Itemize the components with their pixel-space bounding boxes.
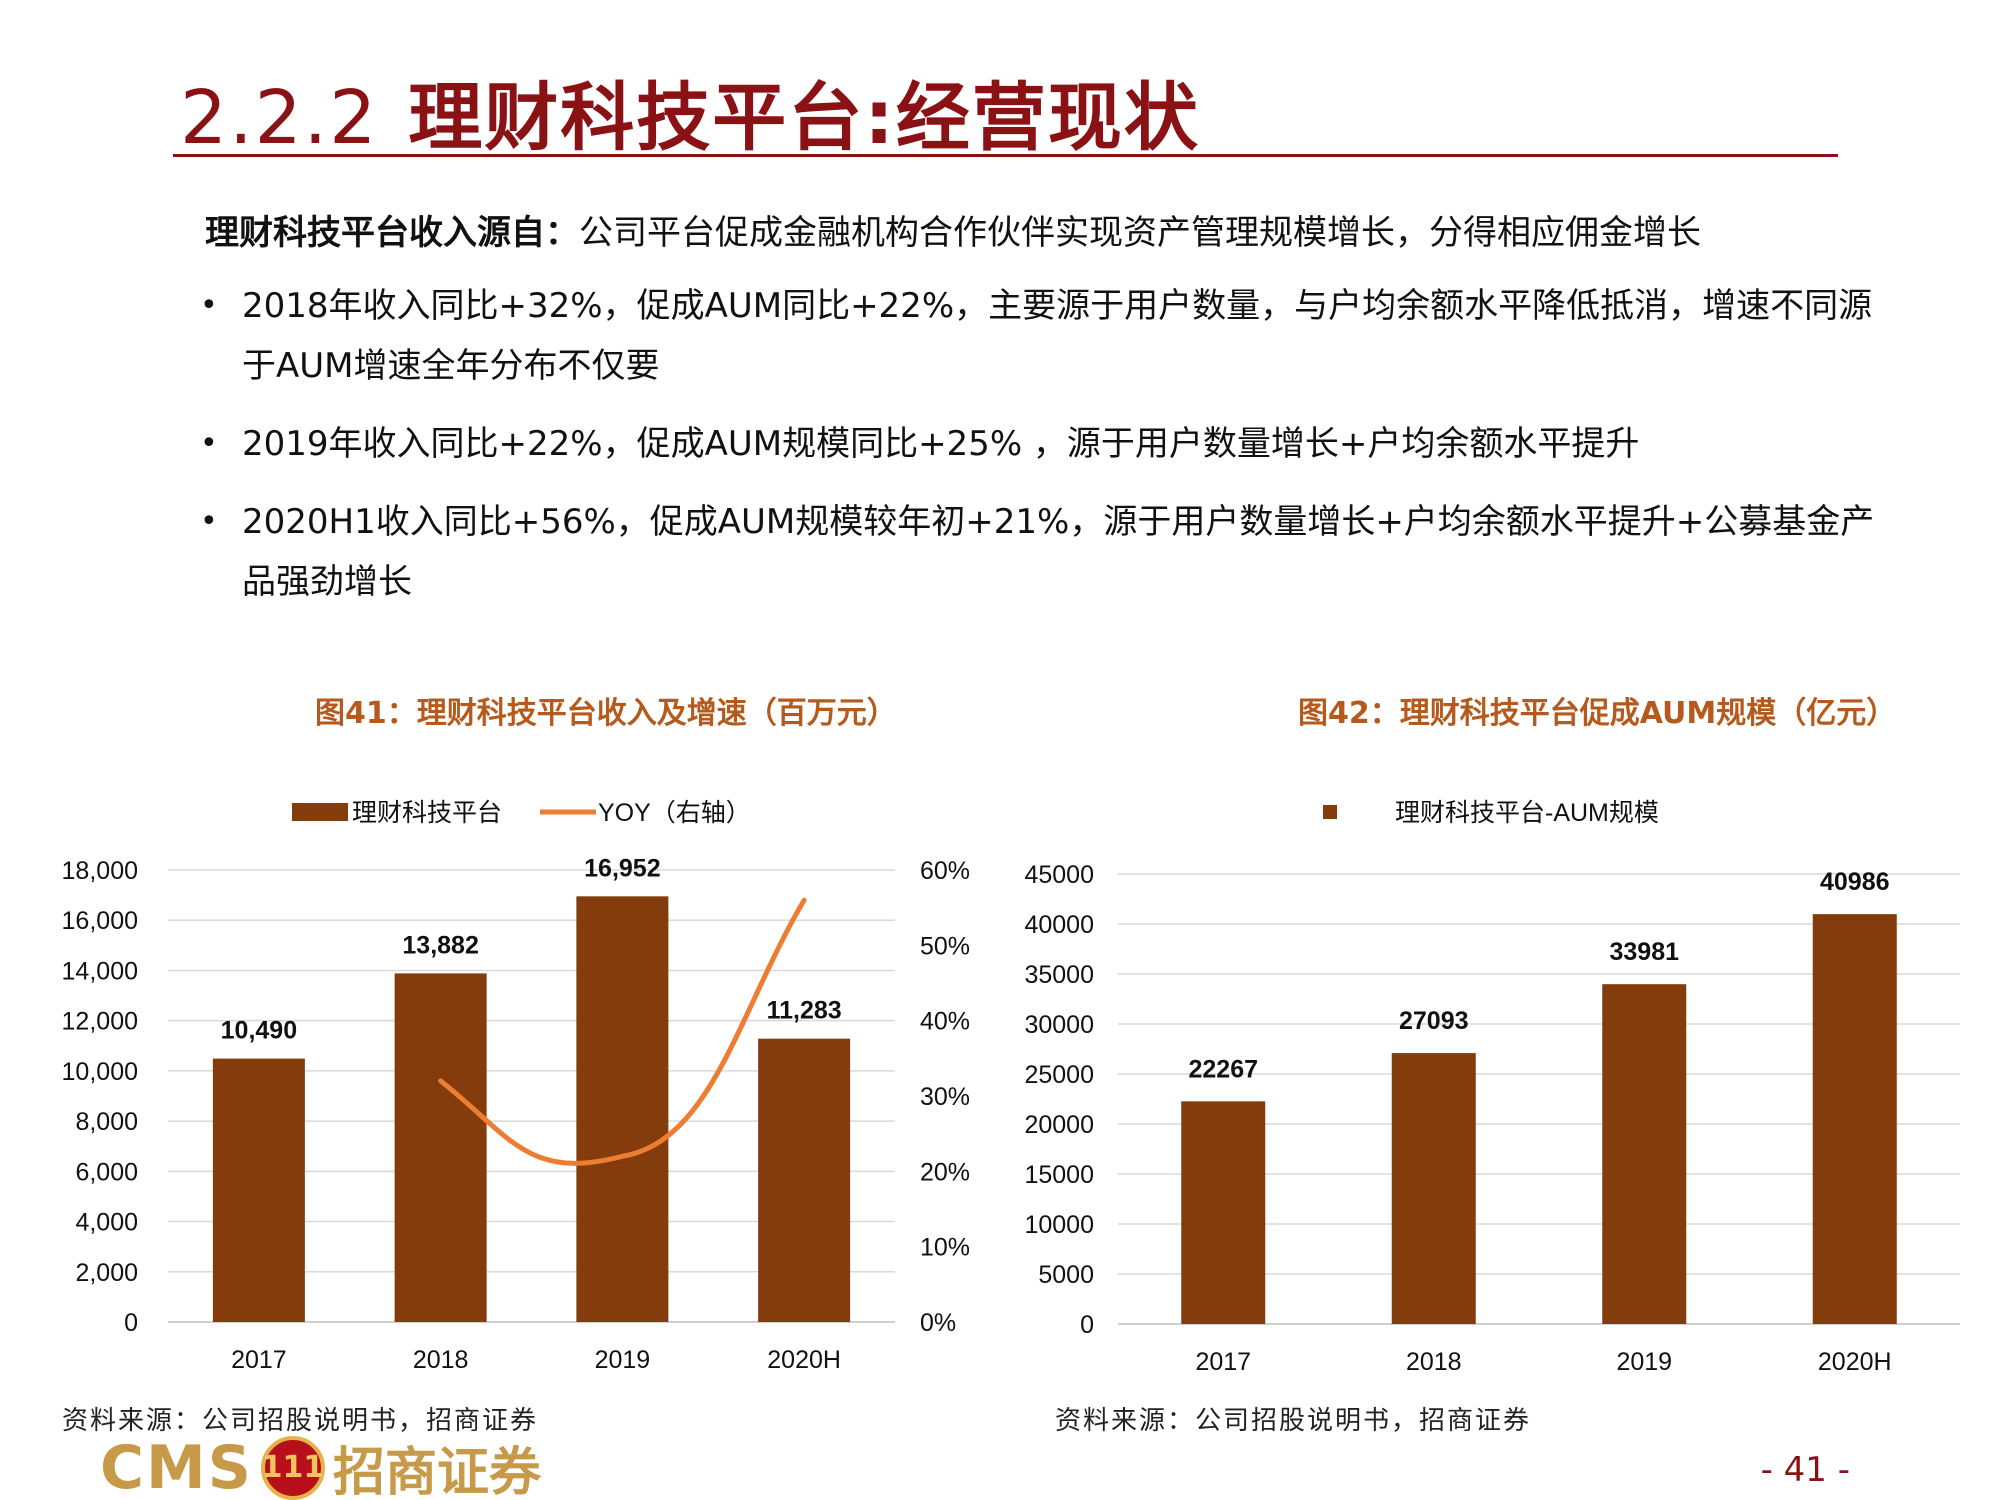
y-tick-label: 12,000	[62, 1008, 138, 1036]
section-title: 理财科技平台:经营现状	[408, 75, 1200, 161]
y-tick-label: 5000	[1038, 1261, 1094, 1289]
intro-paragraph: 理财科技平台收入源自：公司平台促成金融机构合作伙伴实现资产管理规模增长，分得相应…	[205, 205, 1701, 254]
bar-revenue-2017	[212, 1058, 305, 1322]
y-tick-label: 35000	[1024, 961, 1094, 989]
bar-aum-2020H	[1812, 914, 1897, 1324]
x-tick-label: 2019	[595, 1346, 651, 1374]
y-tick-label: 15000	[1024, 1161, 1094, 1189]
y-tick-label: 8,000	[75, 1108, 138, 1136]
y2-tick-label: 0%	[920, 1309, 956, 1337]
y-tick-label: 0	[1080, 1311, 1094, 1339]
page-title: 2.2.2 理财科技平台:经营现状	[180, 58, 1200, 165]
y-tick-label: 16,000	[62, 907, 138, 935]
bar-revenue-2019	[576, 896, 669, 1322]
bar-value-label: 22267	[1188, 1055, 1258, 1083]
x-tick-label: 2017	[1195, 1348, 1251, 1376]
title-divider	[173, 154, 1838, 157]
y-tick-label: 10000	[1024, 1211, 1094, 1239]
y2-tick-label: 60%	[920, 857, 970, 885]
intro-text: 公司平台促成金融机构合作伙伴实现资产管理规模增长，分得相应佣金增长	[579, 213, 1701, 253]
y-tick-label: 14,000	[62, 957, 138, 985]
section-number: 2.2.2	[180, 75, 379, 161]
intro-lead: 理财科技平台收入源自：	[205, 213, 579, 253]
bullet-list: 2018年收入同比+32%，促成AUM同比+22%，主要源于用户数量，与户均余额…	[200, 276, 1880, 630]
cms-logo: CMS 111 招商证券	[100, 1432, 541, 1500]
bar-value-label: 33981	[1609, 938, 1679, 966]
bullet-item-2019: 2019年收入同比+22%，促成AUM规模同比+25% ，源于用户数量增长+户均…	[200, 414, 1880, 474]
legend-label-aum: 理财科技平台-AUM规模	[1395, 799, 1659, 827]
y-tick-label: 25000	[1024, 1061, 1094, 1089]
bar-value-label: 11,283	[767, 997, 842, 1025]
x-tick-label: 2019	[1616, 1348, 1672, 1376]
y-tick-label: 4,000	[75, 1209, 138, 1237]
x-tick-label: 2020H	[767, 1346, 841, 1374]
figure-42-source: 资料来源：公司招股说明书，招商证券	[1055, 1406, 1532, 1436]
bar-value-label: 40986	[1820, 868, 1890, 896]
bullet-item-2018: 2018年收入同比+32%，促成AUM同比+22%，主要源于用户数量，与户均余额…	[200, 276, 1880, 396]
y2-tick-label: 40%	[920, 1008, 970, 1036]
bar-aum-2019	[1602, 984, 1687, 1324]
figure-41-title: 图41：理财科技平台收入及增速（百万元）	[315, 696, 897, 731]
bullet-item-2020h1: 2020H1收入同比+56%，促成AUM规模较年初+21%，源于用户数量增长+户…	[200, 492, 1880, 612]
bar-revenue-2020H	[758, 1038, 851, 1322]
legend-swatch-aum	[1323, 805, 1337, 819]
x-tick-label: 2020H	[1818, 1348, 1892, 1376]
bar-value-label: 27093	[1399, 1007, 1469, 1035]
bar-value-label: 13,882	[402, 931, 478, 959]
y-tick-label: 6,000	[75, 1158, 138, 1186]
bar-value-label: 16,952	[584, 854, 660, 882]
logo-chinese: 招商证券	[332, 1442, 541, 1500]
y-tick-label: 0	[124, 1309, 138, 1337]
yoy-line	[438, 897, 807, 1166]
bar-value-label: 10,490	[221, 1017, 297, 1045]
bar-aum-2017	[1181, 1101, 1266, 1324]
y-tick-label: 30000	[1024, 1011, 1094, 1039]
y-tick-label: 20000	[1024, 1111, 1094, 1139]
y2-tick-label: 50%	[920, 932, 970, 960]
y-tick-label: 2,000	[75, 1259, 138, 1287]
x-tick-label: 2017	[231, 1346, 287, 1374]
x-tick-label: 2018	[1406, 1348, 1462, 1376]
y-tick-label: 18,000	[62, 857, 138, 885]
y-tick-label: 45000	[1024, 861, 1094, 889]
y2-tick-label: 10%	[920, 1234, 970, 1262]
x-tick-label: 2018	[413, 1346, 469, 1374]
page-number: - 41 -	[1760, 1450, 1850, 1490]
figure-42-title: 图42：理财科技平台促成AUM规模（亿元）	[1298, 696, 1897, 731]
revenue-yoy-chart: 0 2,000 4,000 6,000 8,000 10,000 12,000 14,000 1…	[62, 799, 971, 1374]
legend-label-yoy: YOY（右轴）	[598, 799, 751, 827]
y-tick-label: 40000	[1024, 911, 1094, 939]
bar-revenue-2018	[394, 973, 487, 1322]
aum-chart: 0 5000 10000 15000 20000 25000 30000 35000 40000…	[1024, 799, 1960, 1376]
logo-latin: CMS	[100, 1432, 253, 1500]
y2-tick-label: 20%	[920, 1158, 970, 1186]
logo-badge-icon: 111	[260, 1435, 325, 1500]
y2-tick-label: 30%	[920, 1083, 970, 1111]
y-tick-label: 10,000	[62, 1058, 138, 1086]
figure-41-source: 资料来源：公司招股说明书，招商证券	[62, 1406, 539, 1436]
bar-aum-2018	[1391, 1053, 1476, 1324]
legend-label-revenue: 理财科技平台	[352, 799, 502, 827]
legend-swatch-revenue	[292, 803, 348, 821]
